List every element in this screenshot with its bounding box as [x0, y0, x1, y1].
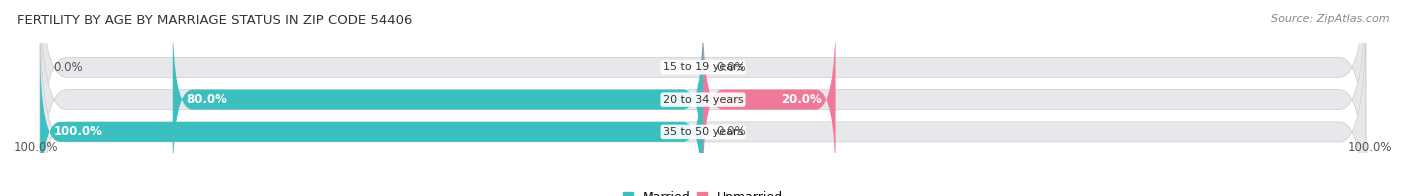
Text: 0.0%: 0.0%	[716, 125, 745, 138]
FancyBboxPatch shape	[41, 13, 1365, 196]
Text: 35 to 50 years: 35 to 50 years	[662, 127, 744, 137]
Text: 100.0%: 100.0%	[14, 141, 58, 154]
Text: 15 to 19 years: 15 to 19 years	[662, 62, 744, 72]
Text: 100.0%: 100.0%	[53, 125, 103, 138]
FancyBboxPatch shape	[703, 13, 835, 186]
Text: 0.0%: 0.0%	[716, 61, 745, 74]
Text: 20 to 34 years: 20 to 34 years	[662, 95, 744, 105]
FancyBboxPatch shape	[41, 45, 703, 196]
Text: 0.0%: 0.0%	[53, 61, 83, 74]
Text: Source: ZipAtlas.com: Source: ZipAtlas.com	[1271, 14, 1389, 24]
FancyBboxPatch shape	[173, 13, 703, 186]
Text: FERTILITY BY AGE BY MARRIAGE STATUS IN ZIP CODE 54406: FERTILITY BY AGE BY MARRIAGE STATUS IN Z…	[17, 14, 412, 27]
FancyBboxPatch shape	[41, 0, 1365, 196]
Text: 80.0%: 80.0%	[186, 93, 226, 106]
Legend: Married, Unmarried: Married, Unmarried	[623, 191, 783, 196]
FancyBboxPatch shape	[41, 0, 1365, 186]
Text: 100.0%: 100.0%	[1348, 141, 1392, 154]
Text: 20.0%: 20.0%	[782, 93, 823, 106]
